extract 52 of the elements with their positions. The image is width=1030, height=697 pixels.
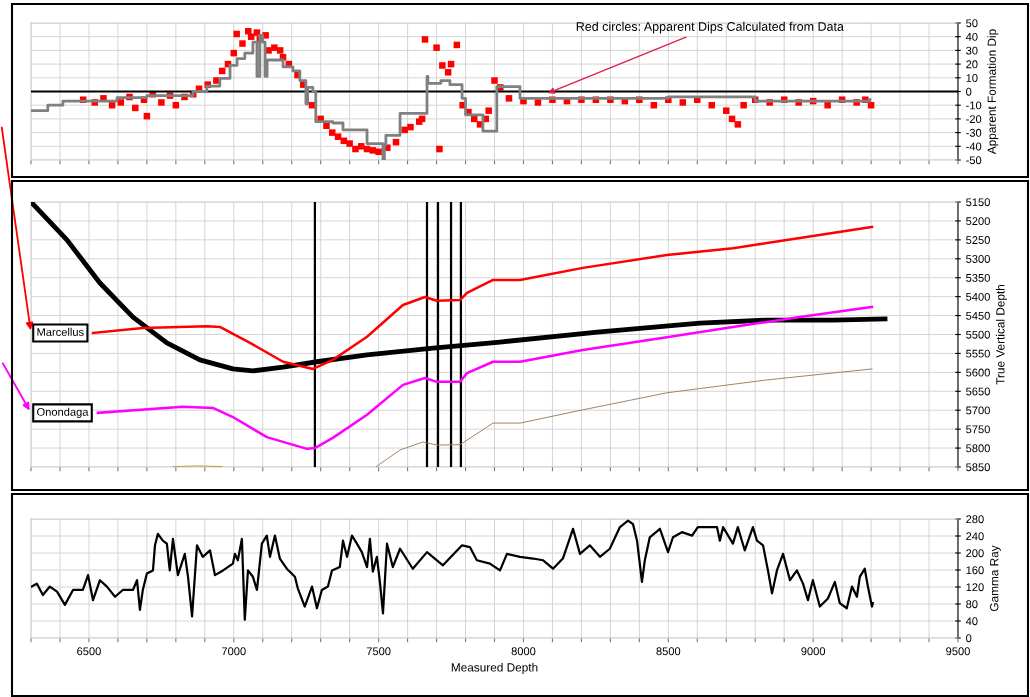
y-tick-label: 40 bbox=[965, 617, 978, 626]
line-series bbox=[96, 305, 874, 451]
y-axis-title: Apparent Formation Dip bbox=[987, 29, 999, 155]
legend-label: Onondaga bbox=[37, 407, 89, 419]
legend-label: Marcellus bbox=[37, 327, 84, 336]
y-tick-label: -30 bbox=[966, 128, 982, 137]
line-series bbox=[91, 225, 874, 371]
y-tick-label: 5550 bbox=[966, 349, 990, 358]
y-tick-label: 200 bbox=[966, 549, 984, 558]
y-tick-label: 5700 bbox=[966, 406, 990, 415]
y-tick-label: -20 bbox=[966, 115, 982, 124]
y-tick-label: 5800 bbox=[966, 444, 990, 453]
y-tick-label: 5750 bbox=[966, 425, 990, 434]
y-tick-label: 5250 bbox=[966, 236, 990, 244]
y-tick-label: 5400 bbox=[966, 292, 990, 301]
y-tick-label: 160 bbox=[966, 566, 984, 575]
y-tick-label: 5450 bbox=[966, 311, 990, 320]
y-tick-label: 5500 bbox=[966, 330, 990, 339]
x-tick-label: 9500 bbox=[946, 647, 970, 656]
y-tick-label: 0 bbox=[966, 634, 972, 643]
y-tick-label: 20 bbox=[966, 60, 978, 69]
x-tick-label: 8000 bbox=[511, 647, 536, 656]
y-tick-label: -50 bbox=[966, 156, 982, 165]
y-tick-label: 120 bbox=[966, 583, 984, 592]
y-tick-label: 5650 bbox=[966, 387, 990, 396]
x-tick-label: 6500 bbox=[77, 647, 101, 656]
x-tick-label: 8500 bbox=[656, 647, 681, 656]
y-tick-label: -10 bbox=[966, 101, 982, 110]
annotation: Red circles: Apparent Dips Calculated from Data bbox=[576, 21, 844, 34]
line-series bbox=[31, 519, 874, 621]
x-tick-label: 9000 bbox=[801, 647, 826, 656]
x-tick-label: 7500 bbox=[366, 647, 391, 656]
y-tick-label: 5350 bbox=[966, 273, 990, 282]
y-tick-label: 5150 bbox=[966, 198, 990, 207]
y-tick-label: 240 bbox=[966, 532, 984, 541]
y-tick-label: -40 bbox=[966, 142, 982, 151]
y-tick-label: 5200 bbox=[966, 217, 990, 226]
y-tick-label: 280 bbox=[966, 515, 984, 524]
y-tick-label: 50 bbox=[966, 19, 978, 28]
y-tick-label: 5600 bbox=[966, 368, 990, 377]
y-tick-label: 80 bbox=[966, 600, 978, 609]
y-tick-label: 10 bbox=[966, 74, 978, 82]
y-axis-title: Gamma Ray bbox=[990, 545, 1001, 612]
x-tick-label: 7000 bbox=[221, 647, 246, 656]
y-tick-label: 40 bbox=[965, 32, 978, 41]
y-tick-label: 5300 bbox=[966, 255, 990, 263]
line-series bbox=[375, 368, 873, 467]
y-tick-label: 0 bbox=[966, 87, 972, 96]
y-tick-label: 5850 bbox=[966, 463, 990, 472]
y-tick-label: 30 bbox=[966, 46, 978, 55]
y-axis-title: True Vertical Depth bbox=[995, 284, 1007, 385]
x-axis-title: Measured Depth bbox=[451, 662, 538, 674]
